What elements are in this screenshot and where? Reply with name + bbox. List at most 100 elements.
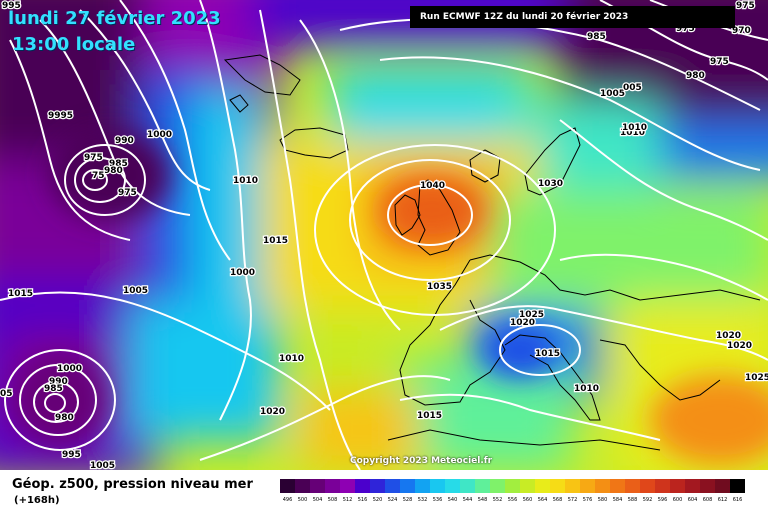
scale-swatch xyxy=(595,479,610,493)
scale-tick-label: 600 xyxy=(672,497,683,503)
isobar-label: 1005 xyxy=(90,461,115,470)
scale-tick-label: 524 xyxy=(387,497,398,503)
scale-tick-label: 596 xyxy=(657,497,668,503)
isobar-label: 995 xyxy=(62,450,81,460)
scale-swatch xyxy=(670,479,685,493)
isobar-lines xyxy=(0,0,768,470)
isobar-label: 1005 xyxy=(123,286,148,296)
isobar-label: 1000 xyxy=(230,268,255,278)
scale-tick-label: 508 xyxy=(327,497,338,503)
scale-swatch xyxy=(550,479,565,493)
scale-swatch xyxy=(340,479,355,493)
scale-swatch xyxy=(520,479,535,493)
scale-swatch xyxy=(535,479,550,493)
scale-tick-label: 560 xyxy=(522,497,533,503)
scale-tick-label: 616 xyxy=(732,497,743,503)
color-scale xyxy=(280,479,745,493)
scale-tick-label: 532 xyxy=(417,497,428,503)
forecast-time: 13:00 locale xyxy=(12,34,136,55)
scale-tick-label: 556 xyxy=(507,497,518,503)
scale-swatch xyxy=(310,479,325,493)
scale-tick-label: 504 xyxy=(312,497,323,503)
scale-swatch xyxy=(370,479,385,493)
color-scale-labels: 496 500 504 508 512 516 520 524 528 532 536 540 544 5… xyxy=(280,497,745,503)
scale-tick-label: 512 xyxy=(342,497,353,503)
scale-swatch xyxy=(460,479,475,493)
isobar-label: 1000 xyxy=(57,364,82,374)
scale-tick-label: 604 xyxy=(687,497,698,503)
isobar-label: 1020 xyxy=(510,318,535,328)
scale-swatch xyxy=(295,479,310,493)
scale-tick-label: 548 xyxy=(477,497,488,503)
scale-tick-label: 612 xyxy=(717,497,728,503)
isobar-label: 980 xyxy=(104,166,123,176)
isobar-label: 005 xyxy=(623,83,642,93)
scale-tick-label: 568 xyxy=(552,497,563,503)
scale-swatch xyxy=(475,479,490,493)
isobar-label: 980 xyxy=(686,71,705,81)
scale-swatch xyxy=(400,479,415,493)
isobar-label: 1005 xyxy=(600,89,625,99)
scale-tick-label: 588 xyxy=(627,497,638,503)
scale-tick-label: 496 xyxy=(282,497,293,503)
isobar-label: 995 xyxy=(2,1,21,11)
scale-tick-label: 584 xyxy=(612,497,623,503)
isobar-label: 75 xyxy=(92,171,105,181)
scale-tick-label: 564 xyxy=(537,497,548,503)
scale-swatch xyxy=(490,479,505,493)
isobar-label: 980 xyxy=(55,413,74,423)
scale-tick-label: 572 xyxy=(567,497,578,503)
scale-swatch xyxy=(385,479,400,493)
scale-tick-label: 580 xyxy=(597,497,608,503)
scale-tick-label: 516 xyxy=(357,497,368,503)
scale-swatch xyxy=(505,479,520,493)
isobar-label: 1020 xyxy=(260,407,285,417)
isobar-label: 975 xyxy=(736,1,755,11)
isobar-label: 1015 xyxy=(8,289,33,299)
isobar-label: 05 xyxy=(0,389,13,399)
isobar-label: 985 xyxy=(587,32,606,42)
isobar-label: 1010 xyxy=(279,354,304,364)
forecast-map: 995 9995 990 1000 975 985 980 75 975 101… xyxy=(0,0,768,470)
scale-swatch xyxy=(565,479,580,493)
isobar-label: 970 xyxy=(732,26,751,36)
scale-tick-label: 576 xyxy=(582,497,593,503)
isobar-label: 990 xyxy=(115,136,134,146)
isobar-label: 1020 xyxy=(716,331,741,341)
lead-time: (+168h) xyxy=(14,495,60,506)
isobar-label: 1010 xyxy=(620,128,645,138)
isobar-label: 1020 xyxy=(727,341,752,351)
scale-tick-label: 500 xyxy=(297,497,308,503)
isobar-label: 1035 xyxy=(427,282,452,292)
isobar-label: 1015 xyxy=(417,411,442,421)
scale-swatch xyxy=(715,479,730,493)
scale-tick-label: 520 xyxy=(372,497,383,503)
scale-swatch xyxy=(685,479,700,493)
run-info: Run ECMWF 12Z du lundi 20 février 2023 xyxy=(410,6,735,28)
scale-swatch xyxy=(730,479,745,493)
scale-tick-label: 540 xyxy=(447,497,458,503)
scale-tick-label: 608 xyxy=(702,497,713,503)
scale-swatch xyxy=(640,479,655,493)
scale-swatch xyxy=(430,479,445,493)
scale-swatch xyxy=(655,479,670,493)
scale-tick-label: 528 xyxy=(402,497,413,503)
field-label: Géop. z500, pression niveau mer xyxy=(12,477,253,492)
scale-swatch xyxy=(610,479,625,493)
isobar-label: 1010 xyxy=(622,123,647,133)
isobar-labels: 995 9995 990 1000 975 985 980 75 975 101… xyxy=(0,0,768,470)
scale-tick-label: 552 xyxy=(492,497,503,503)
scale-swatch xyxy=(415,479,430,493)
isobar-label: 1040 xyxy=(420,181,445,191)
isobar-label: 9995 xyxy=(48,111,73,121)
isobar-label: 1000 xyxy=(147,130,172,140)
scale-swatch xyxy=(625,479,640,493)
scale-swatch xyxy=(700,479,715,493)
isobar-label: 985 xyxy=(44,384,63,394)
isobar-label: 1010 xyxy=(233,176,258,186)
coastlines xyxy=(223,54,761,451)
isobar-label: 975 xyxy=(118,188,137,198)
forecast-date: lundi 27 février 2023 xyxy=(8,8,221,29)
scale-swatch xyxy=(445,479,460,493)
copyright: Copyright 2023 Meteociel.fr xyxy=(350,456,493,466)
